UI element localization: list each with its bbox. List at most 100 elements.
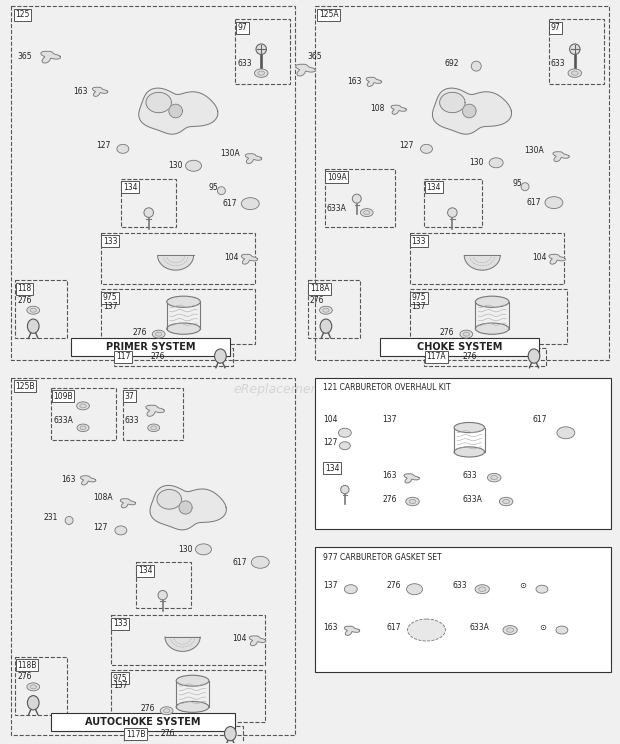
Ellipse shape: [476, 296, 509, 307]
Circle shape: [218, 187, 226, 195]
Text: 104: 104: [323, 415, 337, 424]
Polygon shape: [553, 152, 569, 161]
Bar: [51, 388, 116, 440]
Bar: [51, 713, 236, 731]
Bar: [136, 562, 190, 608]
Text: 633: 633: [453, 581, 467, 590]
Text: 37: 37: [125, 392, 135, 401]
Bar: [425, 179, 482, 226]
Text: 276: 276: [161, 729, 175, 738]
Text: 137: 137: [323, 581, 337, 590]
Text: 137: 137: [103, 302, 117, 311]
Text: 163: 163: [73, 86, 87, 95]
Text: 134: 134: [325, 464, 339, 472]
Bar: [315, 378, 611, 530]
Text: 133: 133: [412, 237, 426, 246]
Text: 130: 130: [469, 158, 484, 167]
Text: 617: 617: [223, 199, 237, 208]
Bar: [16, 657, 67, 715]
Bar: [11, 7, 295, 360]
Ellipse shape: [507, 628, 514, 632]
Text: 633: 633: [551, 59, 565, 68]
Ellipse shape: [479, 587, 486, 591]
Circle shape: [471, 61, 481, 71]
Text: 163: 163: [323, 623, 337, 632]
Ellipse shape: [241, 198, 259, 210]
Polygon shape: [41, 51, 61, 63]
Polygon shape: [246, 154, 262, 164]
Bar: [236, 19, 290, 84]
Text: 117B: 117B: [126, 730, 145, 739]
Text: 276: 276: [17, 296, 32, 305]
Text: 125B: 125B: [16, 382, 35, 391]
Polygon shape: [440, 92, 465, 112]
Text: 276: 276: [133, 327, 148, 336]
Text: 97: 97: [237, 23, 247, 32]
Ellipse shape: [572, 71, 578, 75]
Text: 276: 276: [440, 327, 454, 336]
Bar: [323, 460, 365, 501]
Ellipse shape: [161, 707, 173, 715]
Ellipse shape: [545, 196, 563, 208]
Ellipse shape: [487, 473, 501, 482]
Text: 975: 975: [103, 293, 118, 302]
Text: 125: 125: [16, 10, 30, 19]
Bar: [11, 378, 295, 734]
Text: 276: 276: [141, 705, 155, 713]
Polygon shape: [296, 64, 316, 76]
Ellipse shape: [80, 426, 86, 429]
Text: 104: 104: [232, 635, 247, 644]
Polygon shape: [179, 501, 192, 514]
Text: AUTOCHOKE SYSTEM: AUTOCHOKE SYSTEM: [85, 716, 200, 727]
Bar: [425, 348, 546, 366]
Text: ⊙: ⊙: [539, 623, 546, 632]
Ellipse shape: [195, 544, 211, 555]
Text: 231: 231: [43, 513, 58, 522]
Text: 276: 276: [387, 581, 401, 590]
Polygon shape: [146, 405, 164, 417]
Text: 108: 108: [370, 104, 384, 114]
Ellipse shape: [251, 557, 269, 568]
Text: 130: 130: [169, 161, 183, 170]
Ellipse shape: [556, 626, 568, 634]
Ellipse shape: [363, 211, 370, 214]
Ellipse shape: [409, 499, 416, 504]
Text: 633: 633: [463, 471, 477, 480]
Ellipse shape: [339, 429, 352, 437]
Bar: [410, 233, 564, 284]
Ellipse shape: [27, 307, 40, 314]
Text: 121 CARBURETOR OVERHAUL KIT: 121 CARBURETOR OVERHAUL KIT: [323, 383, 451, 392]
Ellipse shape: [115, 526, 127, 535]
Bar: [71, 338, 231, 356]
Ellipse shape: [176, 702, 209, 712]
Circle shape: [158, 591, 167, 600]
Text: 163: 163: [383, 471, 397, 480]
Text: 137: 137: [113, 682, 127, 690]
Bar: [549, 19, 604, 84]
Ellipse shape: [454, 423, 484, 432]
Text: 137: 137: [412, 302, 426, 311]
Text: 134: 134: [427, 183, 441, 192]
Bar: [308, 280, 360, 338]
Text: 127: 127: [93, 523, 107, 532]
Polygon shape: [157, 490, 182, 509]
Text: eReplacementParts.com: eReplacementParts.com: [234, 383, 386, 397]
Bar: [111, 670, 265, 722]
Ellipse shape: [344, 585, 357, 594]
Text: 97: 97: [551, 23, 560, 32]
Text: 127: 127: [323, 438, 337, 447]
Bar: [315, 7, 609, 360]
Bar: [325, 169, 394, 226]
Circle shape: [65, 516, 73, 525]
Circle shape: [521, 183, 529, 190]
Text: 109A: 109A: [327, 173, 347, 182]
Bar: [123, 388, 182, 440]
Text: 137: 137: [383, 415, 397, 424]
Ellipse shape: [80, 404, 86, 408]
Ellipse shape: [405, 497, 419, 506]
Ellipse shape: [30, 308, 37, 312]
Ellipse shape: [30, 684, 37, 689]
Ellipse shape: [117, 144, 129, 153]
Polygon shape: [169, 104, 182, 118]
Ellipse shape: [323, 308, 329, 312]
